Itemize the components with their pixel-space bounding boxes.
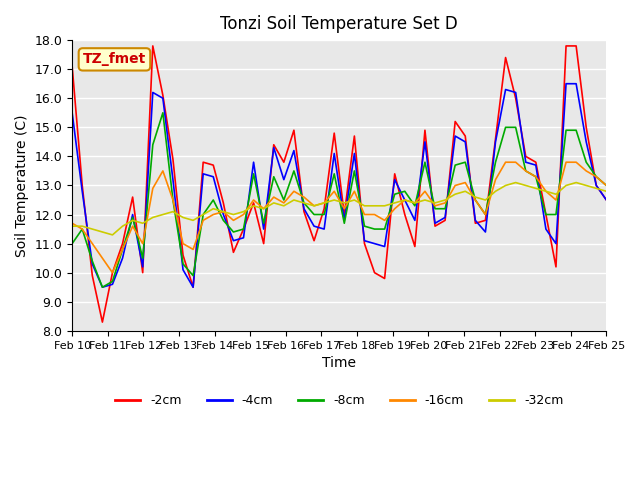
X-axis label: Time: Time bbox=[323, 356, 356, 370]
Y-axis label: Soil Temperature (C): Soil Temperature (C) bbox=[15, 114, 29, 257]
Title: Tonzi Soil Temperature Set D: Tonzi Soil Temperature Set D bbox=[220, 15, 458, 33]
Text: TZ_fmet: TZ_fmet bbox=[83, 52, 146, 66]
Legend: -2cm, -4cm, -8cm, -16cm, -32cm: -2cm, -4cm, -8cm, -16cm, -32cm bbox=[110, 389, 568, 412]
